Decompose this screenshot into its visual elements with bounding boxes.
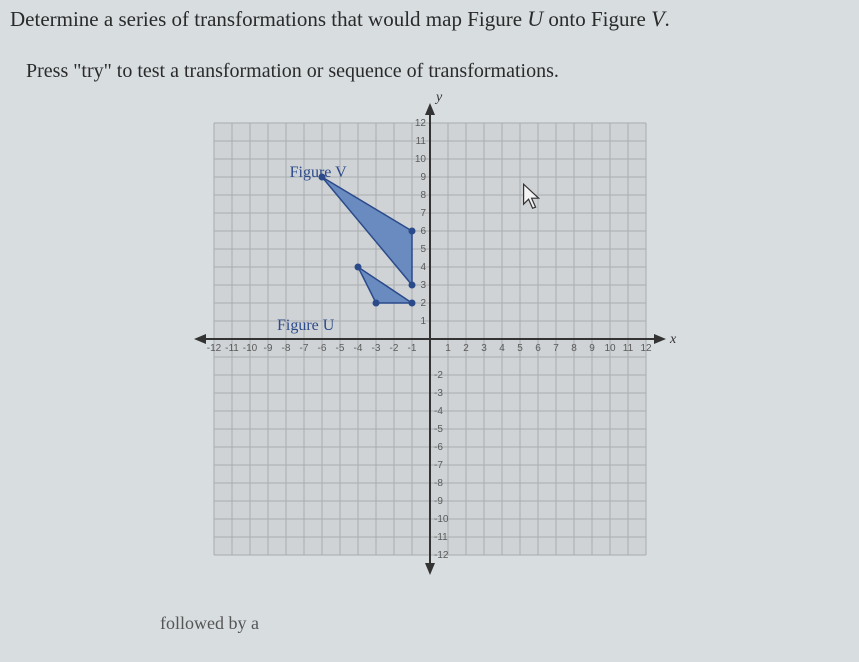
coordinate-plane: xy123456789101112-12-11-10-9-8-7-6-5-4-3… [170, 89, 690, 609]
y-tick: 12 [414, 118, 426, 129]
x-tick: 3 [481, 343, 487, 354]
x-tick: -8 [281, 343, 290, 354]
x-tick: -3 [371, 343, 380, 354]
x-tick: 6 [535, 343, 541, 354]
x-tick: -2 [389, 343, 398, 354]
figure-u-vertex [354, 264, 361, 271]
x-axis-label: x [669, 332, 677, 347]
y-axis-label: y [434, 90, 443, 105]
figure-v-vertex [408, 282, 415, 289]
y-tick: 10 [414, 154, 426, 165]
x-tick: -6 [317, 343, 326, 354]
main-prompt: Determine a series of transformations th… [10, 6, 849, 32]
y-tick: -3 [434, 388, 443, 399]
y-tick: 2 [420, 298, 426, 309]
figure-u-vertex [408, 300, 415, 307]
figure-v-vertex [408, 228, 415, 235]
x-tick: 10 [604, 343, 616, 354]
x-tick: 11 [622, 343, 633, 354]
y-tick: 1 [420, 316, 426, 327]
x-tick: 8 [571, 343, 577, 354]
figure-u-label: Figure U [277, 317, 335, 334]
prompt-suffix: . [665, 7, 670, 31]
x-tick: 9 [589, 343, 595, 354]
prompt-var-v: V [651, 6, 664, 31]
prompt-prefix: Determine a series of transformations th… [10, 7, 527, 31]
sub-prompt: Press "try" to test a transformation or … [26, 60, 849, 83]
y-tick: 11 [415, 136, 426, 147]
y-tick: 5 [420, 244, 426, 255]
y-tick: -11 [434, 532, 448, 543]
y-tick: -2 [434, 370, 443, 381]
y-tick: -5 [434, 424, 443, 435]
x-tick: -11 [225, 343, 239, 354]
x-tick: -9 [263, 343, 272, 354]
x-tick: -4 [353, 343, 362, 354]
x-tick: -10 [242, 343, 257, 354]
prompt-var-u: U [527, 6, 543, 31]
x-tick: 5 [517, 343, 523, 354]
y-tick: 6 [420, 226, 426, 237]
y-tick: 9 [420, 172, 426, 183]
x-tick: -5 [335, 343, 344, 354]
x-tick: 4 [499, 343, 505, 354]
x-tick: 1 [445, 343, 451, 354]
y-tick: -9 [434, 496, 443, 507]
y-tick: 8 [420, 190, 426, 201]
y-tick: 4 [420, 262, 426, 273]
x-tick: -7 [299, 343, 308, 354]
x-tick: 7 [553, 343, 559, 354]
figure-v-label: Figure V [289, 164, 346, 181]
figure-u-vertex [372, 300, 379, 307]
y-tick: 7 [420, 208, 426, 219]
y-tick: -6 [434, 442, 443, 453]
x-tick: -12 [206, 343, 221, 354]
y-tick: -8 [434, 478, 443, 489]
prompt-middle: onto Figure [543, 7, 651, 31]
y-tick: -10 [434, 514, 449, 525]
x-tick: 2 [463, 343, 469, 354]
footer-fragment: followed by a [160, 613, 849, 634]
x-tick: 12 [640, 343, 652, 354]
x-tick: -1 [407, 343, 416, 354]
y-tick: 3 [420, 280, 426, 291]
y-tick: -7 [434, 460, 443, 471]
y-tick: -4 [434, 406, 443, 417]
y-tick: -12 [434, 550, 449, 561]
